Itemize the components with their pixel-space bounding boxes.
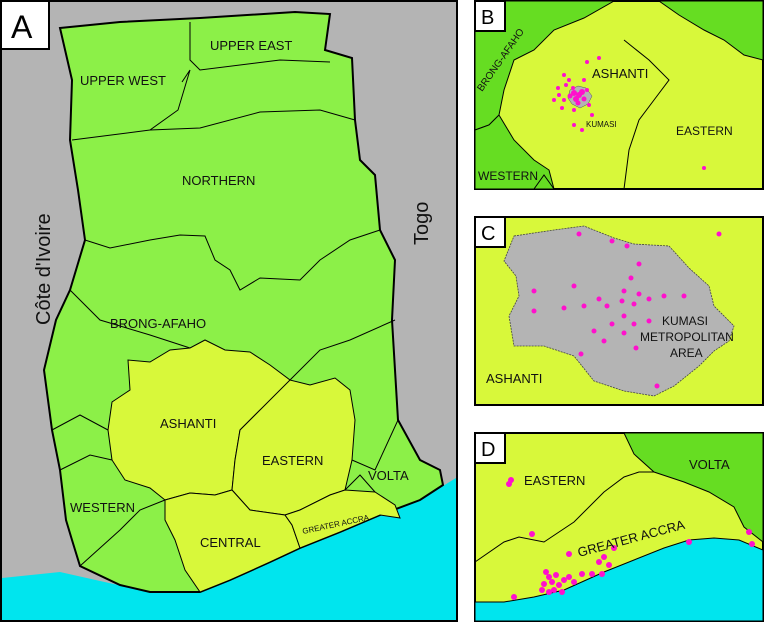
- panel-a-letter-box: [0, 0, 50, 50]
- panel-d-letter: D: [481, 439, 495, 461]
- region-label-central: CENTRAL: [200, 535, 261, 550]
- region-label-ashanti: ASHANTI: [160, 416, 216, 431]
- d-label-volta: VOLTA: [689, 457, 730, 472]
- panel-b-letter-box: [474, 0, 506, 32]
- panel-a-letter: A: [11, 9, 33, 45]
- c-label-metropolitan: METROPOLITAN: [640, 330, 734, 344]
- panel-c-letter-box: [474, 216, 506, 248]
- panel-d-map: EASTERN VOLTA GREATER ACCRA D: [474, 432, 764, 622]
- panel-c-letter: C: [481, 223, 495, 245]
- region-label-upper-west: UPPER WEST: [80, 73, 166, 88]
- c-kumasi-metro: [503, 225, 735, 397]
- b-data-points: [552, 56, 706, 170]
- d-data-points: [506, 477, 755, 600]
- d-label-eastern: EASTERN: [524, 473, 585, 488]
- panel-c-map: KUMASI METROPOLITAN AREA ASHANTI C: [474, 216, 764, 406]
- region-label-western: WESTERN: [70, 500, 135, 515]
- region-label-eastern: EASTERN: [262, 453, 323, 468]
- b-borders: [623, 39, 670, 190]
- c-label-kumasi: KUMASI: [662, 314, 708, 328]
- region-label-upper-east: UPPER EAST: [210, 38, 292, 53]
- panel-a-map: Côte d'Ivoire Togo UPPER EAST UPPER WEST…: [0, 0, 458, 622]
- b-region-southwest: [533, 174, 555, 190]
- neighbor-label-cote-divoire: Côte d'Ivoire: [33, 213, 55, 325]
- panel-b-map: BRONG-AFAHO ASHANTI KUMASI EASTERN WESTE…: [474, 0, 764, 190]
- region-borders: [51, 22, 399, 567]
- region-label-volta: VOLTA: [368, 468, 409, 483]
- d-ocean: [474, 537, 764, 622]
- c-label-ashanti: ASHANTI: [486, 371, 542, 386]
- d-borders: [474, 471, 654, 563]
- b-label-western: WESTERN: [478, 169, 538, 183]
- region-label-northern: NORTHERN: [182, 173, 255, 188]
- panel-d-letter-box: [474, 432, 506, 464]
- c-data-points: [531, 231, 722, 389]
- panel-b-letter: B: [481, 7, 494, 29]
- b-region-western: [474, 114, 555, 190]
- c-label-area: AREA: [670, 346, 703, 360]
- region-greater-accra[interactable]: [284, 489, 401, 549]
- d-region-volta: [623, 432, 764, 544]
- b-label-eastern: EASTERN: [676, 124, 733, 138]
- b-label-kumasi: KUMASI: [586, 120, 617, 129]
- b-label-ashanti: ASHANTI: [592, 66, 648, 81]
- neighbor-label-togo: Togo: [411, 202, 433, 245]
- region-label-brong-afaho: BRONG-AFAHO: [110, 316, 206, 331]
- ocean: [2, 478, 456, 620]
- b-region-northeast: [657, 0, 764, 61]
